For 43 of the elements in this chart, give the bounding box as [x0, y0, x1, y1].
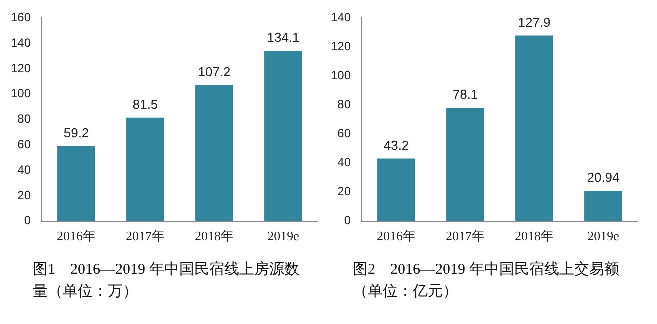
x-tick-label: 2019e — [268, 228, 300, 244]
y-tick-label: 140 — [330, 10, 352, 25]
data-label: 43.2 — [384, 138, 410, 153]
y-tick-label: 40 — [18, 162, 32, 177]
data-label: 127.9 — [518, 14, 551, 30]
data-label: 81.5 — [132, 96, 158, 112]
data-label: 59.2 — [64, 125, 90, 140]
bar — [516, 36, 554, 222]
y-tick-label: 40 — [338, 156, 352, 170]
y-tick-label: 60 — [338, 126, 352, 141]
bar — [58, 146, 96, 222]
x-tick-label: 2016年 — [57, 228, 96, 244]
bar — [446, 108, 484, 222]
bar — [126, 118, 164, 222]
text: 图2 2016—2019 年中国民宿线上交易额（单位：亿元） — [353, 260, 620, 302]
bar — [196, 85, 234, 222]
y-tick-label: 80 — [338, 98, 352, 112]
x-tick-label: 2016年 — [377, 228, 416, 244]
text: 图1 2016—2019 年中国民宿线上房源数量（单位：万） — [33, 260, 300, 302]
bar — [378, 158, 416, 222]
x-tick-label: 2018年 — [515, 228, 554, 244]
x-tick-label: 2018年 — [195, 228, 234, 244]
data-label: 134.1 — [267, 30, 300, 46]
y-tick-label: 80 — [18, 112, 32, 126]
bar — [264, 51, 302, 222]
data-label: 107.2 — [198, 64, 231, 80]
y-tick-label: 100 — [10, 86, 32, 101]
data-label: 78.1 — [452, 87, 478, 102]
bar — [584, 191, 622, 222]
y-tick-label: 160 — [10, 10, 32, 25]
data-label: 20.94 — [587, 170, 620, 186]
y-tick-label: 0 — [24, 214, 32, 228]
y-tick-label: 140 — [10, 36, 32, 50]
y-tick-label: 0 — [344, 214, 352, 228]
y-tick-label: 120 — [10, 61, 32, 76]
y-tick-label: 60 — [18, 138, 32, 152]
x-tick-label: 2017年 — [126, 228, 166, 244]
y-tick-label: 20 — [18, 188, 32, 202]
y-tick-label: 120 — [330, 40, 352, 54]
y-tick-label: 100 — [330, 68, 352, 83]
x-tick-label: 2019e — [588, 228, 620, 244]
x-tick-label: 2017年 — [446, 228, 486, 244]
y-tick-label: 20 — [338, 184, 352, 199]
